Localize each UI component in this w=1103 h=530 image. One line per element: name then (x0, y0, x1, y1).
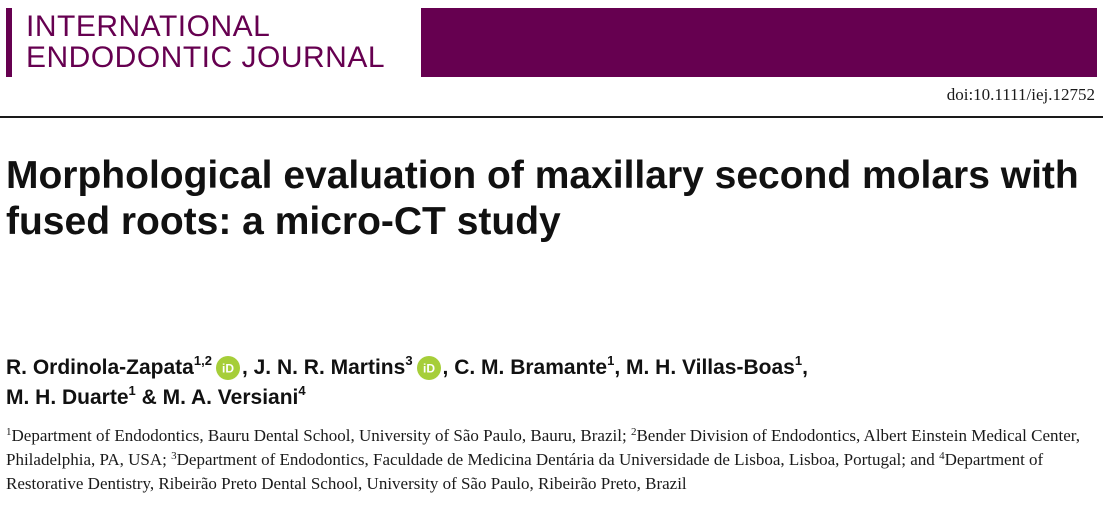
orcid-icon[interactable]: iD (215, 356, 240, 380)
journal-header: INTERNATIONAL ENDODONTIC JOURNAL (0, 0, 1103, 80)
doi-link[interactable]: doi:10.1111/iej.12752 (946, 85, 1095, 104)
affiliations: 1Department of Endodontics, Bauru Dental… (6, 424, 1098, 496)
journal-name-line2: ENDODONTIC JOURNAL (26, 41, 386, 74)
author-affil-ref: 1,2 (193, 353, 212, 368)
affil-number: 1 (6, 426, 12, 438)
author-separator: , (614, 356, 626, 379)
article-title: Morphological evaluation of maxillary se… (6, 154, 1079, 243)
journal-color-band (421, 8, 1097, 77)
author-affil-ref: 4 (298, 383, 306, 398)
affil-number: 2 (630, 426, 637, 438)
author-name[interactable]: M. H. Villas-Boas (626, 356, 795, 379)
author-name[interactable]: M. A. Versiani (162, 386, 299, 409)
author-name[interactable]: C. M. Bramante (454, 356, 608, 379)
affil-number: 3 (171, 450, 177, 462)
svg-text:iD: iD (222, 362, 234, 376)
author-affil-ref: 1 (128, 383, 136, 398)
author-list: R. Ordinola-Zapata1,2 iD, J. N. R. Martin… (6, 353, 1096, 413)
affil-text: Department of Endodontics, Faculdade de … (176, 450, 940, 469)
journal-name: INTERNATIONAL ENDODONTIC JOURNAL (26, 12, 385, 74)
author-name[interactable]: R. Ordinola-Zapata (6, 356, 194, 379)
author-affil-ref: 1 (607, 353, 615, 368)
author-separator: , (442, 356, 455, 379)
author-affil-ref: 3 (405, 353, 413, 368)
author-separator: , (802, 356, 808, 379)
svg-text:iD: iD (423, 362, 435, 376)
affil-text: Bender Division of Endodontics, Albert E… (6, 426, 1081, 469)
affil-number: 4 (939, 450, 945, 462)
affil-text: Department of Restorative Dentistry, Rib… (6, 450, 1044, 493)
affil-text: Department of Endodontics, Bauru Dental … (11, 426, 631, 445)
author-affil-ref: 1 (794, 353, 803, 368)
journal-name-line1: INTERNATIONAL (26, 10, 271, 43)
author-name[interactable]: J. N. R. Martins (253, 356, 406, 379)
author-separator: & (135, 386, 163, 409)
journal-accent-bar (6, 8, 12, 77)
orcid-icon[interactable]: iD (416, 356, 441, 380)
author-separator: , (241, 356, 254, 379)
header-divider (0, 116, 1103, 118)
author-name[interactable]: M. H. Duarte (6, 386, 129, 409)
